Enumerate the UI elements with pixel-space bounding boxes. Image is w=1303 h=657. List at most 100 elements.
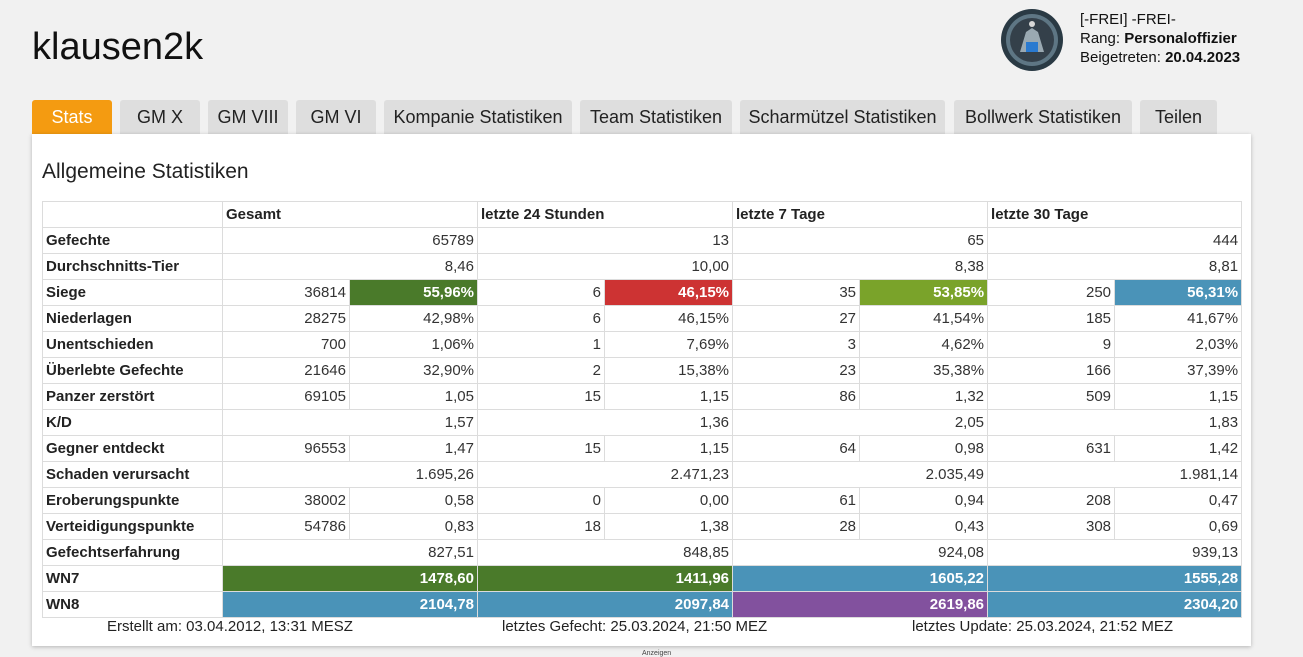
cell-ratio: 1,15 [1114, 383, 1243, 410]
cell-value: 2619,86 [732, 591, 989, 618]
table-row: Überlebte Gefechte 21646 32,90% 2 15,38% 23 35… [42, 357, 1243, 384]
footer: Erstellt am: 03.04.2012, 13:31 MESZ letz… [32, 618, 1251, 638]
row-label: Unentschieden [42, 331, 223, 358]
table-row: WN7 1478,60 1411,96 1605,22 1555,28 [42, 565, 1243, 592]
cell-ratio: 0,69 [1114, 513, 1243, 540]
table-row: Gegner entdeckt 96553 1,47 15 1,15 64 0,98 631 1… [42, 435, 1243, 462]
cell-count: 28275 [222, 305, 350, 332]
cell-value: 1.981,14 [987, 461, 1243, 488]
cell-ratio: 2,03% [1114, 331, 1243, 358]
cell-ratio: 0,98 [859, 435, 989, 462]
header-label [42, 201, 223, 228]
table-row: Unentschieden 700 1,06% 1 7,69% 3 4,62% 9 2,03% [42, 331, 1243, 358]
row-label: K/D [42, 409, 223, 436]
cell-value: 848,85 [476, 539, 734, 566]
header-24h: letzte 24 Stunden [476, 201, 734, 228]
clan-box: [-FREI] -FREI- Rang: Personaloffizier Be… [1000, 8, 1300, 78]
created-date: Erstellt am: 03.04.2012, 13:31 MESZ [107, 618, 353, 635]
tab-stats[interactable]: Stats [32, 100, 112, 134]
cell-count: 35 [732, 279, 861, 306]
cell-ratio: 15,38% [603, 357, 734, 384]
cell-value: 13 [476, 227, 734, 254]
header-30d: letzte 30 Tage [987, 201, 1243, 228]
cell-ratio: 1,15 [603, 435, 734, 462]
row-label: Niederlagen [42, 305, 223, 332]
cell-value: 8,46 [222, 253, 478, 280]
cell-value: 1555,28 [987, 565, 1243, 592]
section-title: Allgemeine Statistiken [42, 160, 249, 183]
row-label: WN8 [42, 591, 223, 618]
cell-ratio: 42,98% [349, 305, 478, 332]
cell-count: 3 [732, 331, 861, 358]
cell-count: 250 [987, 279, 1116, 306]
cell-value: 2,05 [732, 409, 989, 436]
cell-ratio: 53,85% [859, 279, 989, 306]
cell-ratio: 1,47 [349, 435, 478, 462]
table-row: Eroberungspunkte 38002 0,58 0 0,00 61 0,94 208 0… [42, 487, 1243, 514]
cell-value: 1411,96 [476, 565, 734, 592]
stats-table: Gesamt letzte 24 Stunden letzte 7 Tage l… [42, 201, 1243, 618]
cell-count: 28 [732, 513, 861, 540]
tab-kompanie[interactable]: Kompanie Statistiken [384, 100, 572, 134]
row-label: Gegner entdeckt [42, 435, 223, 462]
row-label: Schaden verursacht [42, 461, 223, 488]
clan-info: [-FREI] -FREI- Rang: Personaloffizier Be… [1080, 10, 1240, 67]
row-label: Durchschnitts-Tier [42, 253, 223, 280]
cell-count: 15 [477, 383, 605, 410]
cell-count: 64 [732, 435, 861, 462]
clan-rank-label: Rang: [1080, 30, 1121, 47]
cell-value: 1,57 [222, 409, 478, 436]
cell-value: 2104,78 [222, 591, 478, 618]
tab-scharmuetzel[interactable]: Scharmützel Statistiken [740, 100, 945, 134]
table-row: Verteidigungspunkte 54786 0,83 18 1,38 28 0,43… [42, 513, 1243, 540]
table-row: Gefechte 65789 13 65 444 [42, 227, 1243, 254]
stats-panel: Allgemeine Statistiken Gesamt letzte 24 … [32, 134, 1251, 646]
cell-count: 54786 [222, 513, 350, 540]
cell-count: 23 [732, 357, 861, 384]
cell-count: 15 [477, 435, 605, 462]
cell-count: 631 [987, 435, 1116, 462]
cell-value: 1,36 [476, 409, 734, 436]
cell-value: 2.035,49 [732, 461, 989, 488]
table-row: Schaden verursacht 1.695,26 2.471,23 2.035,… [42, 461, 1243, 488]
cell-count: 27 [732, 305, 861, 332]
cell-value: 65789 [222, 227, 478, 254]
cell-count: 21646 [222, 357, 350, 384]
cell-count: 166 [987, 357, 1116, 384]
clan-tag[interactable]: [-FREI] -FREI- [1080, 11, 1176, 28]
row-label: Eroberungspunkte [42, 487, 223, 514]
header-gesamt: Gesamt [222, 201, 478, 228]
cell-count: 1 [477, 331, 605, 358]
tab-teilen[interactable]: Teilen [1140, 100, 1217, 134]
tab-gm-x[interactable]: GM X [120, 100, 200, 134]
cell-count: 9 [987, 331, 1116, 358]
tab-team[interactable]: Team Statistiken [580, 100, 732, 134]
cell-ratio: 1,38 [603, 513, 734, 540]
tab-gm-vi[interactable]: GM VI [296, 100, 376, 134]
cell-count: 509 [987, 383, 1116, 410]
cell-ratio: 0,00 [603, 487, 734, 514]
cell-value: 8,81 [987, 253, 1243, 280]
tab-bollwerk[interactable]: Bollwerk Statistiken [954, 100, 1132, 134]
player-name: klausen2k [32, 26, 204, 68]
table-row: WN8 2104,78 2097,84 2619,86 2304,20 [42, 591, 1243, 618]
tab-gm-viii[interactable]: GM VIII [208, 100, 288, 134]
cell-value: 827,51 [222, 539, 478, 566]
clan-joined-label: Beigetreten: [1080, 49, 1161, 66]
cell-ratio: 35,38% [859, 357, 989, 384]
row-label: Gefechte [42, 227, 223, 254]
cell-count: 36814 [222, 279, 350, 306]
last-battle-date: letztes Gefecht: 25.03.2024, 21:50 MEZ [502, 618, 768, 635]
cell-value: 444 [987, 227, 1243, 254]
cell-ratio: 7,69% [603, 331, 734, 358]
cell-count: 2 [477, 357, 605, 384]
table-row: K/D 1,57 1,36 2,05 1,83 [42, 409, 1243, 436]
clan-logo[interactable] [1000, 8, 1064, 72]
cell-count: 185 [987, 305, 1116, 332]
stats-body: Gefechte 65789 13 65 444 Durchschnitts-Tier 8,… [42, 227, 1243, 618]
cell-count: 18 [477, 513, 605, 540]
cell-value: 939,13 [987, 539, 1243, 566]
cell-ratio: 56,31% [1114, 279, 1243, 306]
cell-ratio: 0,94 [859, 487, 989, 514]
cell-ratio: 1,06% [349, 331, 478, 358]
